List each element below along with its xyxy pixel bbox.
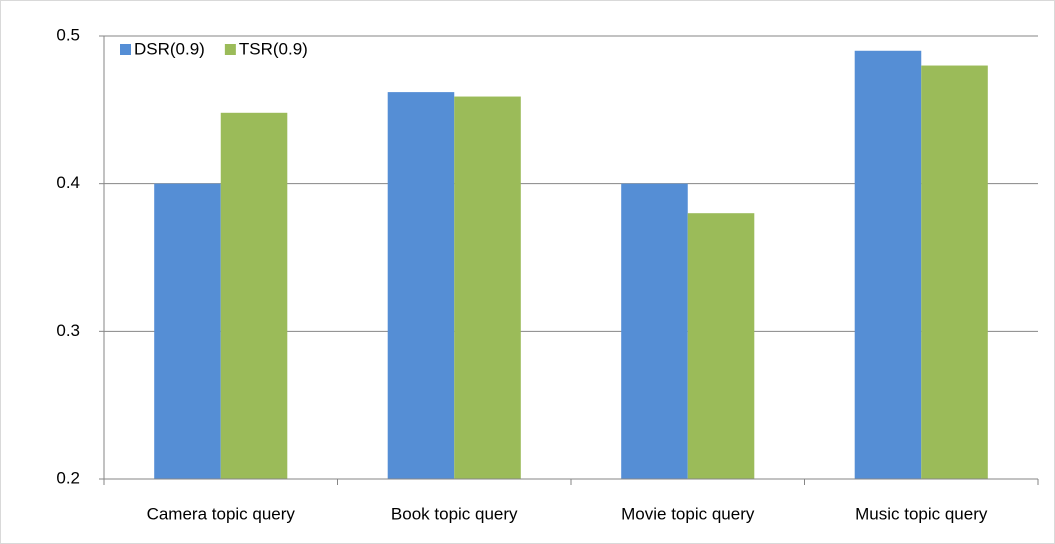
x-tick-label: Music topic query bbox=[855, 504, 988, 523]
x-tick-label: Book topic query bbox=[391, 504, 518, 523]
y-tick-label: 0.3 bbox=[56, 321, 80, 340]
legend-label: TSR(0.9) bbox=[239, 39, 308, 58]
bar bbox=[154, 183, 221, 479]
bar bbox=[687, 213, 755, 479]
legend-label: DSR(0.9) bbox=[134, 39, 205, 58]
bar bbox=[621, 183, 688, 479]
bar bbox=[220, 112, 288, 479]
y-tick-label: 0.4 bbox=[56, 173, 80, 192]
legend-swatch bbox=[120, 44, 131, 55]
legend-swatch bbox=[224, 44, 236, 55]
y-tick-label: 0.2 bbox=[56, 468, 80, 487]
x-tick-label: Camera topic query bbox=[147, 504, 296, 523]
bar bbox=[387, 92, 455, 479]
bar bbox=[921, 65, 988, 480]
bar bbox=[854, 50, 922, 480]
bar bbox=[454, 96, 521, 479]
x-tick-label: Movie topic query bbox=[621, 504, 755, 523]
y-tick-label: 0.5 bbox=[56, 25, 80, 44]
